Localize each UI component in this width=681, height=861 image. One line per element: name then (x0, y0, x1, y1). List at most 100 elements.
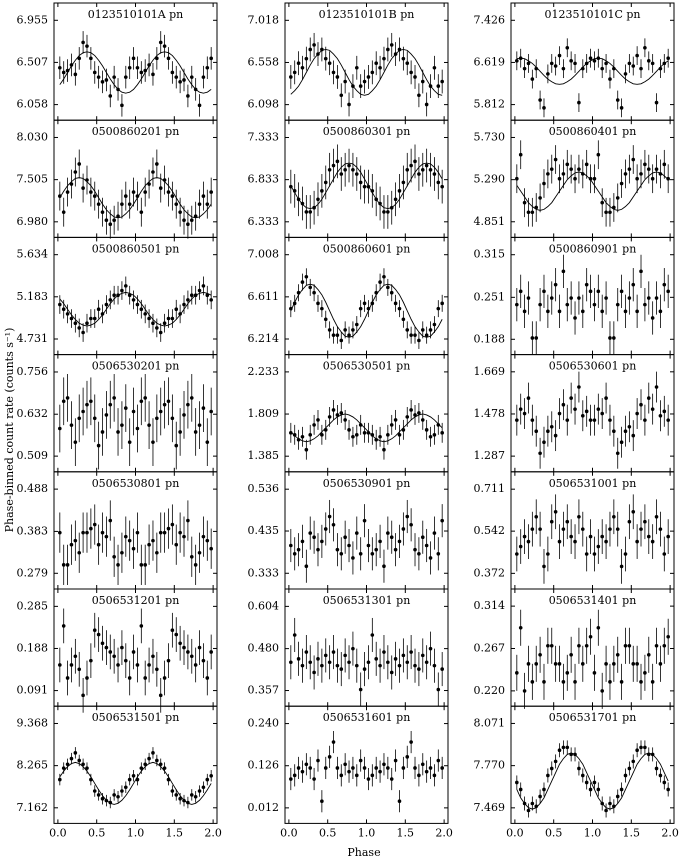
data-point (561, 172, 566, 176)
data-point (85, 402, 89, 407)
data-point (573, 539, 577, 544)
data-point (409, 650, 413, 654)
data-point (580, 309, 585, 314)
data-point (553, 509, 558, 514)
data-point (289, 184, 293, 189)
data-point (542, 564, 546, 569)
data-point (197, 202, 202, 206)
data-point (323, 766, 328, 770)
data-point (335, 75, 340, 79)
data-point (619, 289, 624, 294)
data-point (205, 777, 210, 782)
data-point (635, 539, 639, 544)
y-tick-label: 0.488 (17, 482, 49, 495)
y-tick-label: 1.287 (474, 449, 506, 462)
data-point (139, 210, 144, 214)
data-point (304, 274, 309, 279)
data-point (646, 653, 651, 657)
data-point (123, 284, 128, 288)
data-point (347, 543, 351, 548)
data-point (405, 755, 410, 759)
data-point (378, 539, 382, 544)
data-point (393, 197, 398, 202)
data-point (386, 210, 390, 214)
data-point (112, 75, 116, 79)
data-point (104, 534, 109, 539)
y-tick-label: 7.770 (474, 759, 506, 772)
data-point (197, 103, 202, 108)
data-point (619, 106, 624, 110)
data-point (515, 176, 519, 181)
data-point (85, 766, 89, 770)
data-point (335, 766, 340, 770)
data-point (201, 534, 206, 539)
data-point (61, 624, 66, 628)
data-point (623, 172, 628, 176)
data-point (143, 563, 148, 567)
data-point (289, 431, 293, 435)
data-point (358, 423, 363, 427)
data-point (143, 190, 148, 194)
data-point (530, 801, 535, 806)
data-point (65, 676, 70, 680)
data-point (201, 75, 206, 79)
data-point (292, 551, 297, 556)
data-point (339, 338, 344, 343)
data-point (292, 70, 297, 75)
data-point (186, 222, 190, 227)
y-tick-label: 0.012 (248, 801, 280, 814)
data-point (646, 296, 651, 300)
y-tick-label: 1.669 (474, 365, 506, 378)
data-point (331, 408, 336, 412)
data-point (174, 793, 179, 797)
data-point (347, 163, 351, 168)
data-point (209, 546, 213, 551)
data-point (343, 79, 347, 84)
data-point (522, 66, 527, 71)
data-point (639, 66, 643, 71)
data-point (604, 296, 608, 300)
data-point (401, 428, 406, 432)
data-point (193, 430, 198, 434)
y-tick-label: 0.314 (474, 599, 506, 612)
data-point (658, 773, 663, 778)
data-point (405, 61, 410, 66)
data-point (542, 106, 546, 110)
y-tick-label: 0.240 (248, 717, 280, 730)
data-point (600, 200, 605, 205)
data-point (120, 550, 124, 555)
data-point (424, 769, 429, 774)
data-point (73, 321, 78, 326)
data-point (339, 411, 344, 415)
data-point (69, 316, 74, 321)
data-point (413, 766, 417, 770)
data-point (327, 660, 332, 665)
data-point (58, 426, 62, 431)
data-point (615, 196, 620, 200)
data-point (81, 330, 85, 335)
x-tick-label: 1.5 (166, 826, 184, 839)
data-point (557, 309, 562, 314)
data-point (428, 766, 433, 770)
data-point (139, 70, 144, 75)
data-point (538, 98, 542, 102)
data-point (530, 77, 535, 81)
data-point (358, 687, 363, 692)
data-point (592, 671, 597, 675)
data-point (289, 660, 293, 665)
data-point (382, 447, 386, 452)
data-point (413, 159, 417, 164)
data-point (623, 643, 628, 648)
data-point (627, 296, 632, 300)
data-point (178, 210, 182, 214)
data-point (386, 433, 390, 437)
data-point (631, 64, 636, 68)
data-point (351, 167, 355, 172)
data-point (155, 667, 159, 672)
data-point (604, 210, 608, 215)
data-point (584, 409, 589, 414)
data-point (120, 645, 124, 650)
data-point (89, 56, 93, 61)
data-point (112, 793, 116, 797)
data-point (127, 538, 132, 543)
